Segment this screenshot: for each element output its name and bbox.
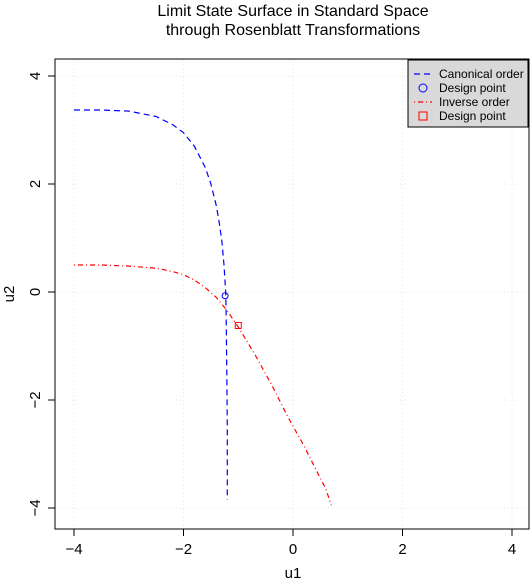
y-tick-label: 0 (27, 288, 44, 296)
legend-label: Inverse order (439, 95, 510, 109)
x-tick-label: 2 (398, 541, 406, 558)
x-tick-label: −2 (175, 541, 192, 558)
legend-circle-swatch (418, 83, 428, 93)
legend-label: Canonical order (439, 67, 524, 81)
design-point-inverse (234, 321, 242, 329)
x-tick-label: 0 (289, 541, 297, 558)
series-line-inverse (74, 264, 332, 506)
y-tick-label: −2 (27, 391, 44, 408)
plot-frame (54, 58, 530, 530)
y-axis: −4 −2 0 2 4 (27, 72, 56, 517)
y-axis-title: u2 (1, 286, 18, 303)
design-points-layer (221, 292, 242, 329)
x-axis: −4 −2 0 2 4 (65, 528, 516, 558)
chart-title-line-2: through Rosenblatt Transformations (166, 22, 420, 39)
x-tick-label: 4 (508, 541, 516, 558)
legend-label: Design point (439, 109, 506, 123)
x-tick-label: −4 (65, 541, 82, 558)
series-line-canonical (74, 109, 228, 500)
legend-label: Design point (439, 81, 506, 95)
y-tick-label: 4 (27, 72, 44, 80)
legend-box (407, 59, 529, 128)
legend-square-swatch (418, 111, 428, 121)
y-tick-label: 2 (27, 180, 44, 188)
grid-lines (56, 60, 528, 528)
y-tick-label: −4 (27, 499, 44, 516)
x-axis-title: u1 (285, 565, 302, 582)
chart-title-line-1: Limit State Surface in Standard Space (157, 3, 428, 20)
design-point-canonical (221, 292, 229, 300)
series-layer (74, 109, 332, 506)
